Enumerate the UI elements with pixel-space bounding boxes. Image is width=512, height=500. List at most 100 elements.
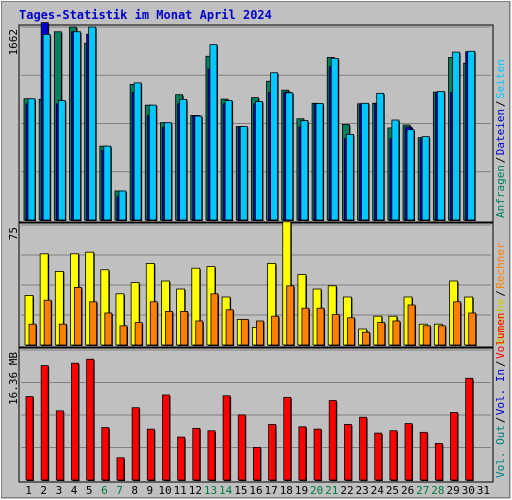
x-tick-label: 11 <box>174 484 187 497</box>
bar-seiten <box>436 91 445 221</box>
bar-volumen <box>222 395 231 481</box>
bar-rechner <box>74 286 82 346</box>
bar-seiten <box>209 44 218 221</box>
bar-seiten <box>255 101 263 221</box>
bar-volumen <box>465 377 474 481</box>
legend-separator: / <box>494 360 507 367</box>
bar-seiten <box>361 102 369 221</box>
panel-volume: 16.36 MB <box>7 347 494 483</box>
bar-seiten <box>376 92 385 221</box>
bar-rechner <box>28 323 37 346</box>
chart-panels: 1662 75 16.36 MB <box>7 22 494 483</box>
bar-volumen <box>55 410 64 481</box>
bar-rechner <box>119 325 128 346</box>
bar-volumen <box>237 414 246 481</box>
bar-rechner <box>210 293 219 346</box>
bar-seiten <box>27 98 36 221</box>
bar-rechner <box>134 322 143 346</box>
bar-seiten <box>270 72 278 221</box>
bar-volumen <box>389 430 398 481</box>
bar-seiten <box>285 92 294 221</box>
bar-volumen <box>268 423 276 481</box>
bar-volumen <box>40 365 49 481</box>
legend-separator: / <box>494 417 507 424</box>
chart-title: Tages-Statistik im Monat April 2024 <box>19 8 272 22</box>
legend-entry: Rechner <box>494 242 507 289</box>
x-tick-label: 12 <box>189 484 202 497</box>
x-tick-label: 28 <box>431 484 444 497</box>
bar-seiten <box>179 98 188 221</box>
bar-rechner <box>422 325 431 346</box>
bar-seiten <box>467 50 476 221</box>
x-tick-label: 13 <box>204 484 217 497</box>
legend-entry: Seiten <box>494 59 507 99</box>
bar-volumen <box>419 431 428 481</box>
bar-rechner <box>316 307 325 346</box>
bar-seiten <box>330 57 339 221</box>
bar-seiten <box>148 104 157 221</box>
x-tick-label: 27 <box>416 484 429 497</box>
bar-volumen <box>162 394 170 481</box>
bar-volumen <box>343 423 352 481</box>
bar-seiten <box>88 26 97 221</box>
x-tick-label: 25 <box>386 484 399 497</box>
x-tick-label: 6 <box>101 484 108 497</box>
x-tick-label: 3 <box>56 484 63 497</box>
bar-volumen <box>86 358 95 481</box>
x-axis-day-labels: 1 2 3 4 5 6 7 8 9 10 11 12 13 14 15 16 17 18 19 20 21 22 23 24 2… <box>25 484 490 497</box>
bar-volumen <box>283 396 292 481</box>
bar-seiten <box>452 51 460 221</box>
x-tick-label: 5 <box>86 484 93 497</box>
bar-volumen <box>359 416 367 481</box>
x-tick-label: 16 <box>249 484 262 497</box>
bar-volumen <box>207 430 216 481</box>
bar-rechner <box>240 318 249 346</box>
bar-volumen <box>177 436 186 481</box>
x-tick-label: 21 <box>325 484 338 497</box>
panel-max-label: 16.36 MB <box>7 352 20 405</box>
legend-entry: Besuche <box>494 299 507 345</box>
bar-volumen <box>404 423 413 481</box>
bar-rechner <box>225 309 234 346</box>
x-tick-label: 31 <box>477 484 490 497</box>
bar-seiten <box>103 145 112 221</box>
bar-volumen <box>192 427 201 481</box>
x-tick-label: 14 <box>219 484 233 497</box>
bar-seiten <box>315 103 324 221</box>
bar-rechner <box>301 307 310 346</box>
bar-rechner <box>437 325 446 346</box>
bar-volumen <box>434 443 443 481</box>
x-tick-label: 29 <box>446 484 459 497</box>
panel-hits: 1662 <box>7 22 494 223</box>
legend-entry: Vol. Out <box>494 425 507 478</box>
bar-rechner <box>286 285 295 346</box>
x-tick-label: 9 <box>147 484 154 497</box>
bar-volumen <box>328 400 337 481</box>
bar-rechner <box>256 320 264 346</box>
legend-separator: / <box>494 290 507 297</box>
bar-seiten <box>224 100 233 221</box>
bar-seiten <box>406 129 415 221</box>
bar-seiten <box>391 119 400 221</box>
legend-separator: / <box>494 157 507 164</box>
x-tick-label: 23 <box>356 484 369 497</box>
x-tick-label: 26 <box>401 484 414 497</box>
bar-seiten <box>345 134 354 221</box>
x-tick-label: 2 <box>40 484 47 497</box>
bar-rechner <box>271 315 279 346</box>
bar-seiten <box>194 115 203 221</box>
x-tick-label: 7 <box>116 484 123 497</box>
bar-rechner <box>453 301 461 346</box>
bar-rechner <box>195 320 204 346</box>
bar-seiten <box>118 190 127 221</box>
bar-seiten <box>239 126 248 221</box>
legend-entry: Vol. In <box>494 369 507 415</box>
bar-seiten <box>133 82 142 221</box>
x-tick-label: 30 <box>462 484 475 497</box>
panel-max-label: 1662 <box>7 29 20 56</box>
panel-max-label: 75 <box>7 227 20 240</box>
right-legend: Anfragen/Dateien/SeitenBesuche/RechnerVo… <box>494 59 507 478</box>
bar-rechner <box>362 331 370 346</box>
bar-seiten <box>421 136 430 221</box>
legend-entry: Dateien <box>494 109 507 155</box>
